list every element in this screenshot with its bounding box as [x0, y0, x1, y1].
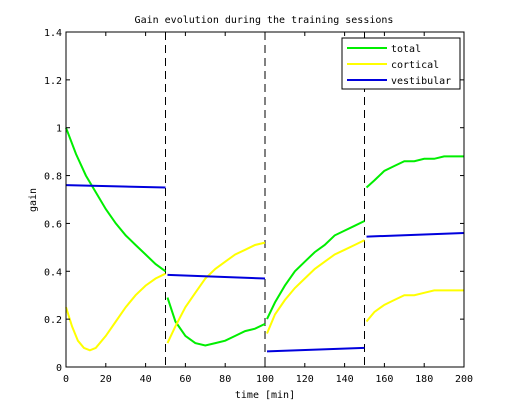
- series-total-line: [365, 155, 464, 189]
- series-vestibular-line: [167, 273, 266, 280]
- legend-label-cortical: cortical: [391, 60, 439, 71]
- y-tick-label: 1.4: [44, 28, 62, 39]
- y-tick-label: 0.6: [44, 219, 62, 230]
- x-tick-label: 100: [256, 374, 274, 385]
- x-tick-label: 80: [219, 374, 231, 385]
- chart-title: Gain evolution during the training sessi…: [135, 15, 394, 26]
- x-tick-label: 180: [415, 374, 433, 385]
- series-vestibular: [65, 184, 465, 353]
- x-tick-label: 160: [375, 374, 393, 385]
- series-cortical-line: [65, 272, 166, 352]
- series-total-line: [166, 297, 266, 347]
- legend: total cortical vestibular: [341, 37, 461, 90]
- series-cortical-line: [166, 241, 266, 344]
- x-tick-label: 200: [455, 374, 473, 385]
- y-tick-label: 0.4: [44, 267, 62, 278]
- y-tick-label: 0.2: [44, 315, 62, 326]
- series-vestibular-line: [65, 184, 166, 189]
- y-tick-label: 1: [56, 124, 62, 135]
- x-axis-title: time [min]: [235, 390, 295, 401]
- series-cortical-line: [365, 289, 464, 323]
- y-tick-label: 1.2: [44, 76, 62, 87]
- x-tick-label: 20: [100, 374, 112, 385]
- legend-label-total: total: [391, 44, 421, 55]
- series-layer: [65, 127, 465, 353]
- series-total-line: [65, 127, 167, 273]
- x-tick-label: 0: [63, 374, 69, 385]
- x-tick-label: 140: [336, 374, 354, 385]
- series-cortical-line: [266, 239, 365, 334]
- x-tick-label: 120: [296, 374, 314, 385]
- y-tick-label: 0: [56, 363, 62, 374]
- series-total: [65, 127, 464, 347]
- y-tick-label: 0.8: [44, 172, 62, 183]
- series-total-line: [266, 220, 365, 320]
- y-axis-title: gain: [28, 188, 39, 212]
- legend-label-vestibular: vestibular: [391, 76, 451, 87]
- x-tick-label: 40: [140, 374, 152, 385]
- series-cortical: [65, 239, 464, 352]
- x-axis-ticks: 0 20 40 60 80 100 120 140 160 180 200: [63, 32, 473, 385]
- y-axis-ticks: 0 0.2 0.4 0.6 0.8 1 1.2 1.4: [44, 28, 464, 374]
- x-tick-label: 60: [179, 374, 191, 385]
- series-vestibular-line: [266, 346, 365, 353]
- series-vestibular-line: [366, 232, 465, 238]
